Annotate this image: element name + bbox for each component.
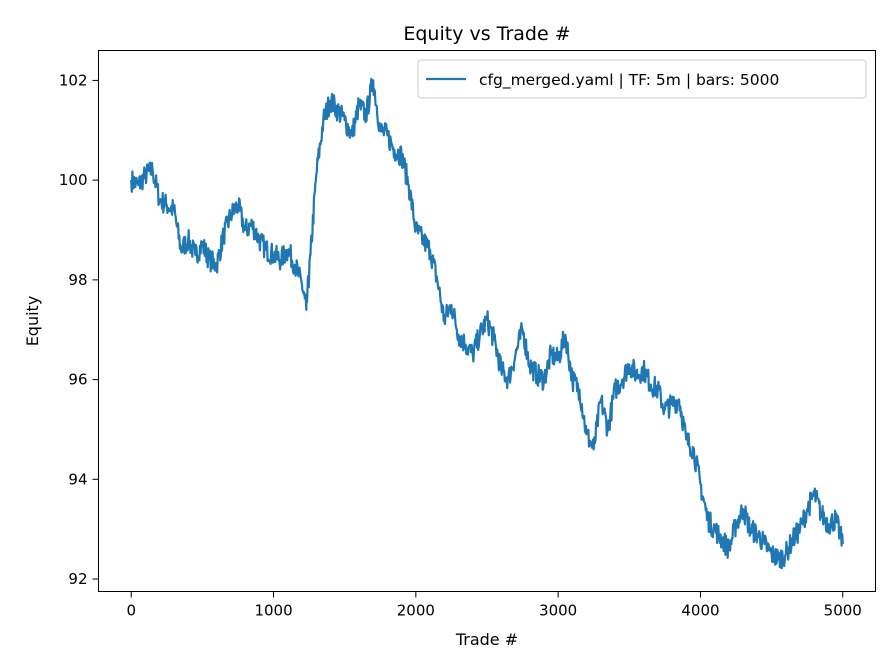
x-tick-label: 3000 — [539, 602, 577, 620]
y-axis: 92 94 96 98 100 102 — [59, 71, 99, 588]
legend: cfg_merged.yaml | TF: 5m | bars: 5000 — [417, 59, 867, 99]
x-axis: 0 1000 2000 3000 4000 5000 — [126, 591, 862, 620]
x-tick-label: 2000 — [397, 602, 435, 620]
y-axis-label: Equity — [23, 296, 42, 347]
legend-entry-label: cfg_merged.yaml | TF: 5m | bars: 5000 — [479, 71, 779, 90]
x-tick-label: 4000 — [681, 602, 719, 620]
legend-box — [417, 59, 867, 99]
y-tick-label: 100 — [59, 171, 88, 189]
x-tick-label: 0 — [126, 602, 136, 620]
y-tick-label: 96 — [68, 371, 87, 389]
equity-series-line — [130, 77, 844, 570]
plot-area — [98, 50, 876, 592]
y-tick-label: 92 — [68, 570, 87, 588]
y-tick-label: 102 — [59, 71, 88, 89]
x-tick-label: 1000 — [254, 602, 292, 620]
plot-frame — [98, 50, 876, 592]
x-tick-label: 5000 — [824, 602, 862, 620]
y-tick-label: 94 — [68, 470, 87, 488]
chart-title: Equity vs Trade # — [403, 23, 570, 45]
x-axis-label: Trade # — [455, 630, 518, 649]
y-tick-label: 98 — [68, 271, 87, 289]
